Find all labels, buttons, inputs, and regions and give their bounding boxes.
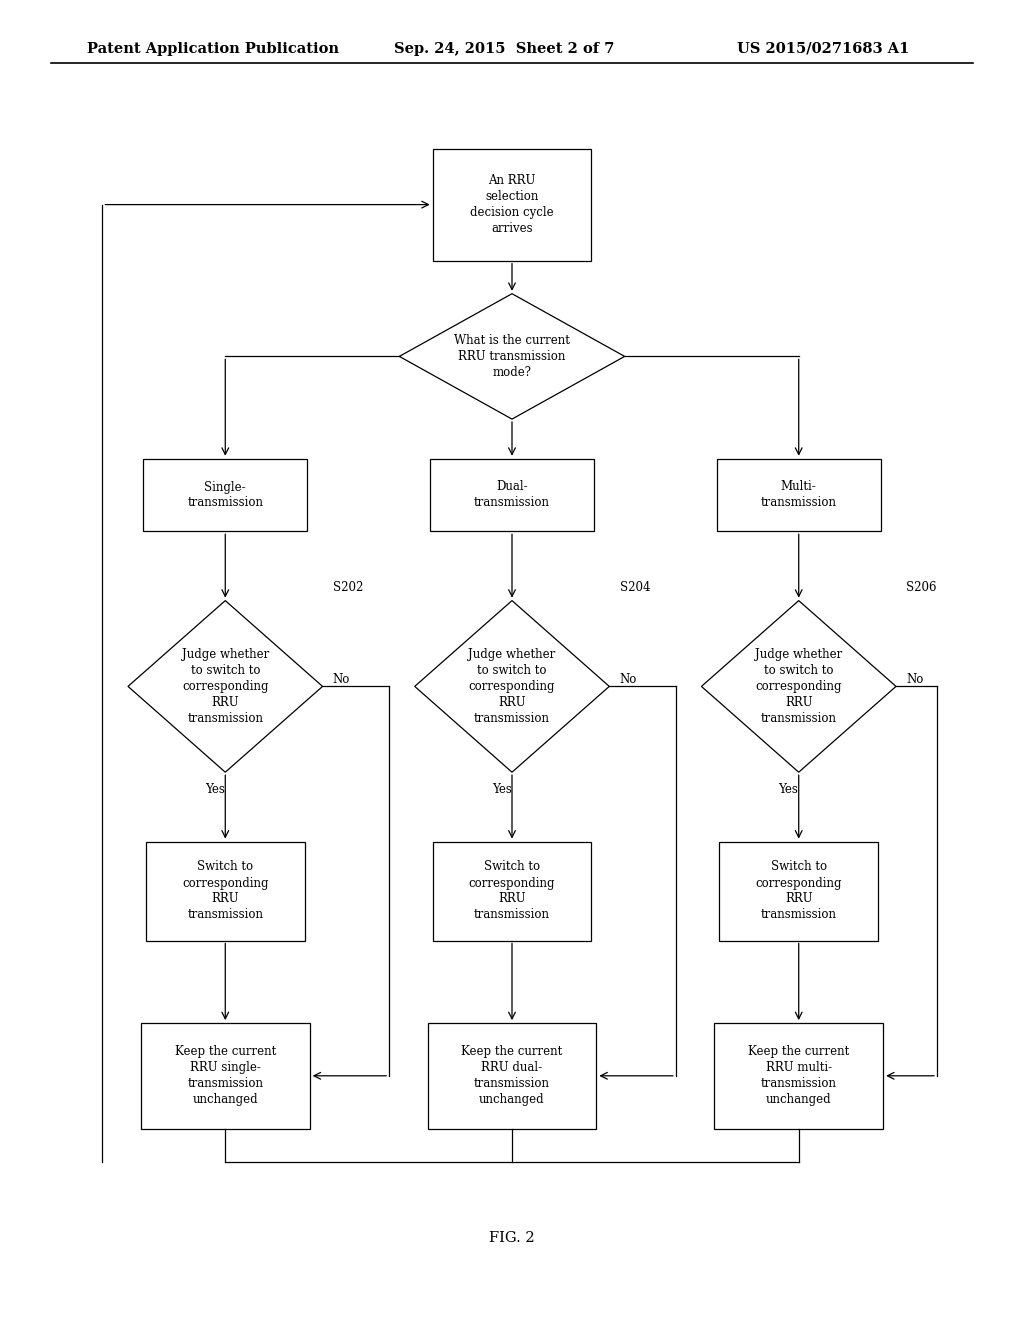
Text: Keep the current
RRU multi-
transmission
unchanged: Keep the current RRU multi- transmission…: [749, 1045, 849, 1106]
Text: No: No: [620, 673, 637, 686]
Text: FIG. 2: FIG. 2: [489, 1232, 535, 1245]
Text: Single-
transmission: Single- transmission: [187, 480, 263, 510]
Text: Switch to
corresponding
RRU
transmission: Switch to corresponding RRU transmission: [182, 861, 268, 921]
Text: Switch to
corresponding
RRU
transmission: Switch to corresponding RRU transmission: [469, 861, 555, 921]
Text: What is the current
RRU transmission
mode?: What is the current RRU transmission mod…: [454, 334, 570, 379]
FancyBboxPatch shape: [428, 1023, 596, 1129]
Text: S202: S202: [333, 581, 364, 594]
Text: Switch to
corresponding
RRU
transmission: Switch to corresponding RRU transmission: [756, 861, 842, 921]
FancyBboxPatch shape: [432, 842, 592, 940]
Text: Patent Application Publication: Patent Application Publication: [87, 42, 339, 55]
FancyBboxPatch shape: [717, 458, 881, 531]
Text: Dual-
transmission: Dual- transmission: [474, 480, 550, 510]
Text: No: No: [906, 673, 924, 686]
Text: Yes: Yes: [492, 783, 512, 796]
FancyBboxPatch shape: [146, 842, 305, 940]
Text: S206: S206: [906, 581, 937, 594]
FancyBboxPatch shape: [143, 458, 307, 531]
Text: Judge whether
to switch to
corresponding
RRU
transmission: Judge whether to switch to corresponding…: [755, 648, 843, 725]
FancyBboxPatch shape: [432, 149, 592, 261]
Polygon shape: [701, 601, 896, 772]
Text: An RRU
selection
decision cycle
arrives: An RRU selection decision cycle arrives: [470, 174, 554, 235]
Text: Judge whether
to switch to
corresponding
RRU
transmission: Judge whether to switch to corresponding…: [468, 648, 556, 725]
Polygon shape: [399, 294, 625, 420]
Text: Keep the current
RRU single-
transmission
unchanged: Keep the current RRU single- transmissio…: [175, 1045, 275, 1106]
Text: US 2015/0271683 A1: US 2015/0271683 A1: [737, 42, 909, 55]
FancyBboxPatch shape: [719, 842, 879, 940]
Text: Keep the current
RRU dual-
transmission
unchanged: Keep the current RRU dual- transmission …: [462, 1045, 562, 1106]
Text: Sep. 24, 2015  Sheet 2 of 7: Sep. 24, 2015 Sheet 2 of 7: [394, 42, 614, 55]
FancyBboxPatch shape: [141, 1023, 309, 1129]
Text: No: No: [333, 673, 350, 686]
Text: Judge whether
to switch to
corresponding
RRU
transmission: Judge whether to switch to corresponding…: [181, 648, 269, 725]
Polygon shape: [128, 601, 323, 772]
Text: S204: S204: [620, 581, 650, 594]
Text: Yes: Yes: [205, 783, 225, 796]
Text: Yes: Yes: [778, 783, 799, 796]
FancyBboxPatch shape: [430, 458, 594, 531]
Polygon shape: [415, 601, 609, 772]
FancyBboxPatch shape: [715, 1023, 883, 1129]
Text: Multi-
transmission: Multi- transmission: [761, 480, 837, 510]
